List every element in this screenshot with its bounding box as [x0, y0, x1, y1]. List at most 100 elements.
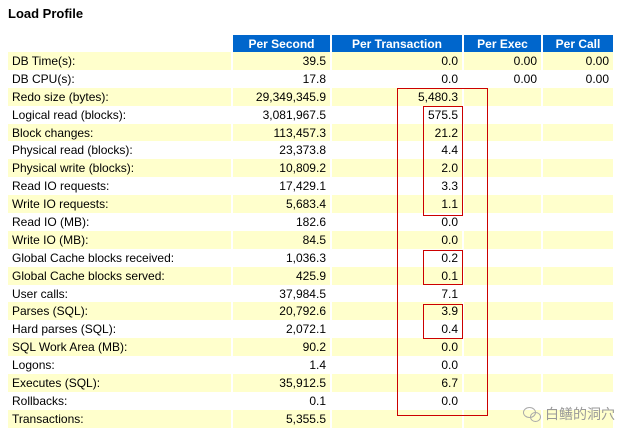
cell-per-call [543, 123, 613, 142]
metric-name: Physical write (blocks): [8, 159, 231, 178]
cell-per-transaction: 0.0 [332, 391, 462, 410]
watermark-text: 白鳝的洞穴 [545, 406, 615, 422]
cell-per-exec [464, 248, 541, 267]
cell-per-call [543, 391, 613, 410]
cell-per-call [543, 177, 613, 196]
metric-name: SQL Work Area (MB): [8, 338, 231, 357]
table-row: Physical write (blocks): 10,809.2 2.0 [8, 159, 613, 178]
cell-per-transaction: 3.3 [332, 177, 462, 196]
metric-name: Transactions: [8, 409, 231, 428]
cell-per-second: 84.5 [233, 230, 330, 249]
cell-per-second: 17,429.1 [233, 177, 330, 196]
table-row: Redo size (bytes): 29,349,345.9 5,480.3 [8, 87, 613, 106]
cell-per-call [543, 356, 613, 375]
metric-name: Executes (SQL): [8, 374, 231, 392]
metric-name: Global Cache blocks received: [8, 248, 231, 267]
metric-name: Write IO (MB): [8, 230, 231, 249]
cell-per-transaction [332, 409, 462, 428]
cell-per-second: 425.9 [233, 266, 330, 285]
cell-per-transaction: 0.2 [332, 248, 462, 267]
cell-per-second: 10,809.2 [233, 159, 330, 178]
cell-per-transaction: 575.5 [332, 105, 462, 124]
cell-per-call: 0.00 [543, 52, 613, 70]
cell-per-call [543, 338, 613, 357]
table-row: DB Time(s): 39.5 0.0 0.00 0.00 [8, 52, 613, 70]
cell-per-second: 3,081,967.5 [233, 105, 330, 124]
cell-per-exec [464, 409, 541, 428]
table-row: Global Cache blocks received: 1,036.3 0.2 [8, 248, 613, 267]
metric-name: Rollbacks: [8, 391, 231, 410]
metric-name: Write IO requests: [8, 195, 231, 214]
cell-per-exec [464, 141, 541, 160]
table-row: Block changes: 113,457.3 21.2 [8, 123, 613, 142]
cell-per-transaction: 0.0 [332, 356, 462, 375]
cell-per-transaction: 21.2 [332, 123, 462, 142]
cell-per-transaction: 5,480.3 [332, 87, 462, 106]
header-per-call: Per Call [543, 35, 613, 52]
table-row: Logical read (blocks): 3,081,967.5 575.5 [8, 105, 613, 124]
cell-per-second: 23,373.8 [233, 141, 330, 160]
header-name-blank [8, 35, 231, 52]
table-row: DB CPU(s): 17.8 0.0 0.00 0.00 [8, 69, 613, 88]
table-row: Logons: 1.4 0.0 [8, 356, 613, 375]
cell-per-call [543, 266, 613, 285]
table-row: Write IO (MB): 84.5 0.0 [8, 230, 613, 249]
cell-per-second: 5,683.4 [233, 195, 330, 214]
cell-per-exec [464, 338, 541, 357]
metric-name: Global Cache blocks served: [8, 266, 231, 285]
cell-per-second: 90.2 [233, 338, 330, 357]
table-row: Read IO (MB): 182.6 0.0 [8, 213, 613, 231]
table-row: Read IO requests: 17,429.1 3.3 [8, 177, 613, 196]
header-per-transaction: Per Transaction [332, 35, 462, 52]
cell-per-second: 39.5 [233, 52, 330, 70]
table-row: Physical read (blocks): 23,373.8 4.4 [8, 141, 613, 160]
cell-per-call [543, 87, 613, 106]
cell-per-transaction: 0.4 [332, 320, 462, 339]
cell-per-second: 20,792.6 [233, 302, 330, 321]
cell-per-exec: 0.00 [464, 69, 541, 88]
cell-per-call [543, 230, 613, 249]
cell-per-transaction: 0.1 [332, 266, 462, 285]
cell-per-call [543, 284, 613, 303]
cell-per-call [543, 320, 613, 339]
metric-name: Read IO requests: [8, 177, 231, 196]
cell-per-transaction: 4.4 [332, 141, 462, 160]
header-per-exec: Per Exec [464, 35, 541, 52]
cell-per-exec [464, 266, 541, 285]
cell-per-second: 17.8 [233, 69, 330, 88]
cell-per-call [543, 248, 613, 267]
cell-per-transaction: 7.1 [332, 284, 462, 303]
cell-per-transaction: 0.0 [332, 52, 462, 70]
table-row: Executes (SQL): 35,912.5 6.7 [8, 374, 613, 392]
cell-per-exec [464, 374, 541, 392]
cell-per-transaction: 1.1 [332, 195, 462, 214]
metric-name: DB Time(s): [8, 52, 231, 70]
cell-per-transaction: 6.7 [332, 374, 462, 392]
cell-per-exec [464, 213, 541, 231]
cell-per-exec [464, 284, 541, 303]
table-row: SQL Work Area (MB): 90.2 0.0 [8, 338, 613, 357]
metric-name: DB CPU(s): [8, 69, 231, 88]
cell-per-second: 29,349,345.9 [233, 87, 330, 106]
wechat-icon [523, 407, 541, 422]
metric-name: Read IO (MB): [8, 213, 231, 231]
metric-name: Logons: [8, 356, 231, 375]
section-title: Load Profile [8, 6, 84, 21]
cell-per-exec [464, 230, 541, 249]
table-row: Transactions: 5,355.5 [8, 409, 613, 428]
watermark: 白鳝的洞穴 [523, 404, 615, 424]
table-row: Parses (SQL): 20,792.6 3.9 [8, 302, 613, 321]
table-row: Hard parses (SQL): 2,072.1 0.4 [8, 320, 613, 339]
cell-per-call [543, 141, 613, 160]
metric-name: Parses (SQL): [8, 302, 231, 321]
cell-per-exec [464, 391, 541, 410]
cell-per-second: 113,457.3 [233, 123, 330, 142]
cell-per-second: 1,036.3 [233, 248, 330, 267]
cell-per-call [543, 409, 613, 428]
cell-per-transaction: 0.0 [332, 230, 462, 249]
metric-name: Physical read (blocks): [8, 141, 231, 160]
cell-per-transaction: 2.0 [332, 159, 462, 178]
cell-per-second: 37,984.5 [233, 284, 330, 303]
cell-per-transaction: 0.0 [332, 213, 462, 231]
cell-per-exec [464, 320, 541, 339]
